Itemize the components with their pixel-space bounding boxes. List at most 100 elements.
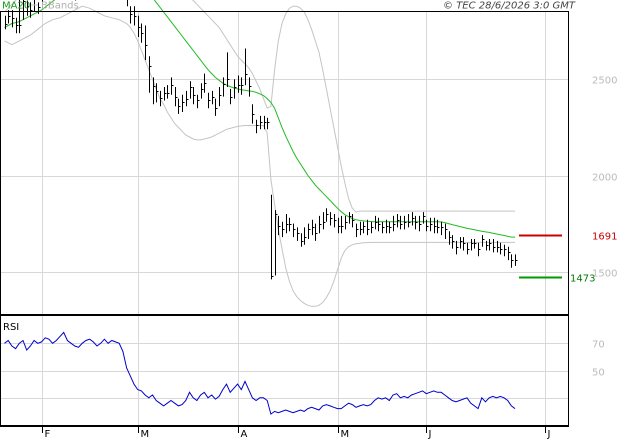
rsi-gridlines	[0, 316, 568, 425]
ohlc-bar	[472, 239, 474, 251]
ohlc-bar	[287, 214, 289, 233]
ohlc-bar	[213, 91, 215, 104]
ohlc-bar	[161, 91, 163, 106]
x-tick-label: J	[547, 429, 551, 440]
ohlc-bar	[446, 224, 448, 239]
rsi-y-tick-label: 50	[592, 368, 605, 379]
ohlc-bar	[142, 24, 144, 43]
ohlc-bar	[239, 76, 241, 93]
price-y-tick-label: 2500	[592, 76, 617, 87]
ohlc-bar	[220, 87, 222, 106]
ohlc-bar	[368, 220, 370, 235]
ohlc-bar	[35, 0, 37, 12]
ohlc-bar	[353, 214, 355, 227]
rsi-y-axis-labels: 50 70	[592, 340, 605, 379]
ohlc-bar	[205, 74, 207, 93]
x-tick-label: M	[341, 429, 350, 440]
ohlc-bar	[339, 218, 341, 233]
ohlc-bar	[468, 243, 470, 255]
ohlc-bar	[398, 214, 400, 227]
ohlc-bar	[131, 6, 133, 23]
price-gridlines	[0, 12, 568, 314]
bollinger-lower-band	[5, 6, 516, 306]
ohlc-bar	[202, 83, 204, 98]
ohlc-bar	[268, 118, 270, 130]
ohlc-bar	[257, 120, 259, 134]
ohlc-bar	[416, 216, 418, 230]
price-y-tick-label: 1500	[592, 269, 617, 280]
ohlc-bar	[309, 224, 311, 239]
ohlc-bar	[135, 6, 137, 25]
ohlc-bar	[216, 99, 218, 116]
ohlc-bar	[261, 116, 263, 129]
ohlc-bar	[302, 233, 304, 247]
ohlc-bar	[253, 104, 255, 123]
legend-ma20-label: MA20	[2, 1, 30, 12]
ohlc-bar	[401, 216, 403, 230]
ohlc-bar	[198, 95, 200, 109]
ohlc-bar	[305, 227, 307, 244]
ohlc-bar	[409, 214, 411, 227]
rsi-panel-title: RSI	[3, 322, 19, 333]
ohlc-bar	[509, 247, 511, 260]
ohlc-bar	[290, 218, 292, 232]
ohlc-bar	[376, 216, 378, 230]
price-panel-frame	[1, 12, 569, 315]
ohlc-bar	[405, 216, 407, 230]
ohlc-bar	[316, 224, 318, 241]
ohlc-bar	[224, 77, 226, 96]
ohlc-bar	[364, 222, 366, 234]
ohlc-bar	[168, 85, 170, 99]
ohlc-bar	[361, 222, 363, 235]
ohlc-bar	[490, 239, 492, 251]
ohlc-bar	[298, 227, 300, 241]
ohlc-bar	[413, 212, 415, 225]
ohlc-bar	[483, 235, 485, 247]
x-tick-label: A	[241, 429, 248, 440]
ohlc-bar	[283, 222, 285, 237]
ohlc-bar	[179, 99, 181, 114]
copyright-text: © TEC 28/6/2026 3:0 GMT	[443, 1, 576, 12]
ohlc-bar	[128, 0, 130, 6]
ohlc-bar	[379, 218, 381, 232]
rsi-y-tick-label: 70	[592, 340, 605, 351]
ohlc-bar	[475, 239, 477, 249]
ohlc-bar	[194, 87, 196, 104]
ohlc-bar	[139, 16, 141, 37]
ohlc-bar	[272, 195, 274, 280]
ohlc-bar	[394, 216, 396, 231]
ohlc-bar	[512, 254, 514, 267]
bollinger-upper-band	[5, 0, 516, 212]
resistance-level-label: 1691	[592, 232, 617, 243]
ohlc-bar	[390, 222, 392, 234]
x-tick-label: J	[428, 429, 432, 440]
ohlc-bar	[335, 214, 337, 227]
ohlc-bar	[9, 10, 11, 23]
ohlc-bar	[154, 77, 156, 104]
ohlc-bar	[324, 212, 326, 229]
price-y-axis-labels: 1500 2000 2500	[592, 76, 617, 280]
ohlc-bar	[479, 243, 481, 256]
ohlc-bar	[501, 243, 503, 255]
ohlc-bar	[464, 237, 466, 250]
ohlc-bar	[209, 93, 211, 108]
ohlc-bar	[516, 254, 518, 266]
ohlc-bar	[294, 224, 296, 238]
ohlc-bar	[228, 52, 230, 87]
ohlc-bar	[442, 222, 444, 235]
rsi-line	[5, 332, 516, 414]
ohlc-bar	[250, 77, 252, 96]
x-tick-label: M	[141, 429, 150, 440]
ohlc-bar	[435, 218, 437, 233]
ohlc-bar	[420, 216, 422, 231]
ohlc-bar	[453, 235, 455, 249]
ohlc-bar	[372, 222, 374, 234]
ohlc-bar	[165, 87, 167, 101]
ohlc-bar	[183, 95, 185, 112]
ohlc-bar	[342, 216, 344, 233]
ohlc-bar	[17, 18, 19, 33]
ohlc-bar	[146, 26, 148, 61]
rsi-panel-frame	[1, 316, 569, 426]
ma20-line	[5, 0, 516, 237]
